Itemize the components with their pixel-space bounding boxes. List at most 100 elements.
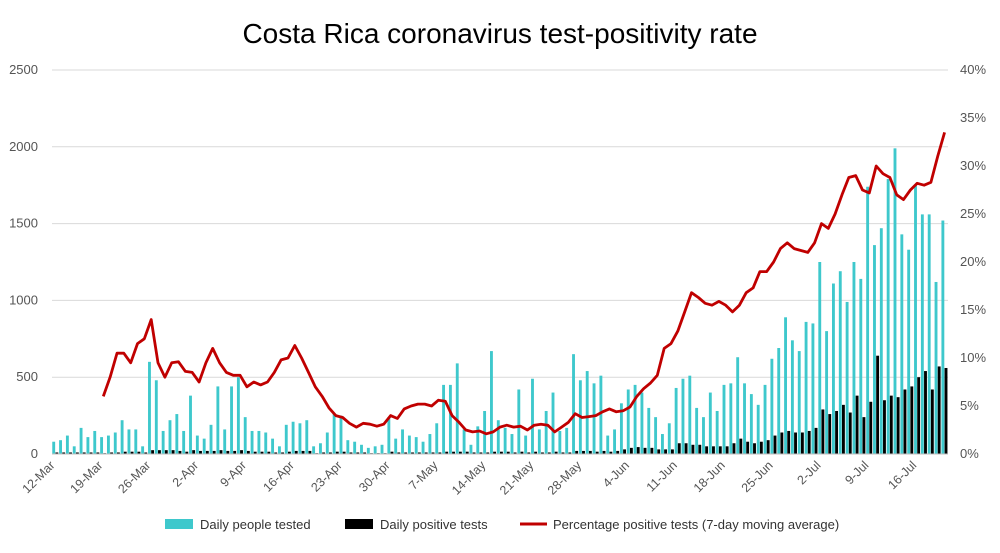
- bar-positive: [602, 450, 606, 454]
- bar-positive: [479, 452, 483, 454]
- bar-positive: [541, 452, 544, 454]
- bar-tested: [175, 414, 179, 454]
- bar-positive: [123, 451, 127, 454]
- bar-tested: [243, 417, 247, 454]
- bar-positive: [930, 389, 934, 454]
- bar-positive: [848, 412, 852, 454]
- x-tick-label: 2-Jul: [795, 458, 824, 487]
- bar-positive: [513, 452, 517, 454]
- bar-tested: [271, 438, 275, 454]
- bar-tested: [565, 427, 569, 454]
- bar-tested: [613, 429, 617, 454]
- bar-tested: [79, 427, 83, 454]
- bar-positive: [527, 452, 531, 454]
- bar-tested: [339, 415, 343, 454]
- bar-positive: [623, 449, 626, 454]
- bar-positive: [246, 450, 250, 454]
- bar-positive: [691, 444, 695, 454]
- bar-tested: [490, 351, 493, 454]
- bar-tested: [619, 403, 623, 454]
- bar-tested: [859, 278, 863, 454]
- bar-tested: [736, 357, 740, 454]
- bar-positive: [253, 451, 257, 454]
- bar-tested: [695, 407, 699, 454]
- bar-tested: [373, 446, 377, 454]
- bar-tested: [366, 447, 370, 454]
- bar-positive: [192, 450, 196, 454]
- bar-tested: [558, 430, 562, 454]
- bar-positive: [349, 452, 353, 454]
- series-percentage-positive: [101, 132, 946, 436]
- y-tick-label-right: 30%: [960, 158, 986, 173]
- bar-positive: [609, 451, 613, 454]
- bar-positive: [417, 452, 421, 454]
- bar-tested: [106, 435, 110, 454]
- bar-tested: [394, 438, 398, 454]
- bar-positive: [698, 444, 702, 454]
- bar-positive: [110, 452, 114, 454]
- bar-tested: [202, 438, 206, 454]
- bar-positive: [876, 355, 880, 454]
- bar-positive: [629, 447, 633, 454]
- bar-positive: [493, 451, 497, 454]
- bar-tested: [667, 423, 671, 454]
- bar-tested: [291, 421, 295, 454]
- bar-tested: [674, 387, 678, 454]
- y-tick-label-right: 35%: [960, 110, 986, 125]
- bar-positive: [705, 446, 709, 454]
- bar-tested: [777, 348, 781, 454]
- bar-tested: [756, 404, 760, 454]
- y-axis-right-ticks: 0% 5% 10% 15% 20% 25% 30% 35% 40%: [960, 62, 986, 461]
- bar-positive: [759, 441, 763, 454]
- bar-positive: [171, 450, 175, 454]
- bar-positive: [650, 447, 654, 454]
- bar-positive: [506, 451, 510, 454]
- bar-positive: [158, 450, 161, 454]
- bar-positive: [520, 451, 524, 454]
- bar-positive: [89, 452, 93, 454]
- bar-positive: [664, 449, 668, 454]
- y-tick-label-left: 1500: [9, 216, 38, 231]
- bar-tested: [476, 426, 480, 454]
- bar-positive: [404, 452, 408, 454]
- bar-positive: [205, 450, 209, 454]
- bar-tested: [414, 437, 418, 454]
- bar-positive: [547, 452, 551, 454]
- bar-positive: [677, 443, 681, 454]
- bar-positive: [356, 452, 360, 454]
- rate-line: [101, 132, 946, 436]
- bar-tested: [264, 432, 268, 454]
- bar-positive: [718, 446, 722, 454]
- y-tick-label-right: 5%: [960, 398, 979, 413]
- bar-tested: [428, 434, 432, 454]
- bar-tested: [708, 392, 712, 454]
- bar-positive: [335, 451, 339, 454]
- bar-positive: [151, 450, 155, 454]
- bar-tested: [100, 437, 104, 454]
- bar-positive: [534, 451, 538, 454]
- bar-tested: [852, 262, 856, 454]
- bar-tested: [284, 424, 288, 454]
- bar-tested: [182, 430, 186, 454]
- bar-positive: [281, 452, 285, 454]
- bar-tested: [127, 429, 131, 454]
- x-tick-label: 12-Mar: [20, 458, 58, 496]
- bar-tested: [496, 420, 500, 454]
- bar-tested: [209, 424, 213, 454]
- bar-tested: [866, 186, 870, 454]
- bar-positive: [144, 452, 148, 454]
- bar-positive: [780, 432, 784, 454]
- bar-tested: [715, 410, 719, 454]
- bar-positive: [944, 367, 948, 454]
- x-tick-label: 30-Apr: [356, 458, 392, 494]
- x-tick-label: 9-Apr: [218, 458, 250, 490]
- bar-tested: [93, 430, 97, 454]
- bar-tested: [633, 384, 637, 454]
- bar-tested: [879, 228, 883, 454]
- bar-positive: [322, 452, 326, 454]
- x-tick-label: 25-Jun: [739, 458, 776, 495]
- bar-positive: [438, 452, 442, 454]
- bar-positive: [807, 430, 811, 454]
- bar-positive: [82, 452, 86, 454]
- bar-tested: [599, 375, 603, 454]
